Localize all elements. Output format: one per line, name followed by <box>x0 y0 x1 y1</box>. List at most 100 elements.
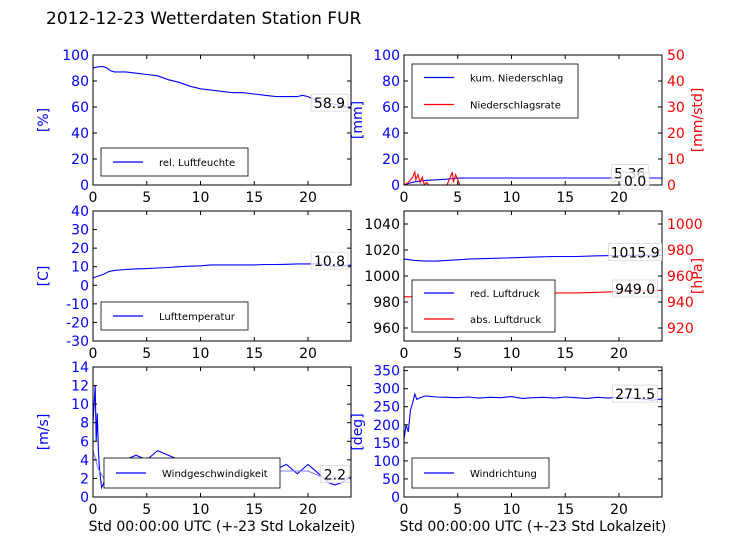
x-tick-label: 0 <box>400 346 409 362</box>
x-tick-label: 5 <box>142 502 151 518</box>
x-tick-label: 15 <box>556 502 574 518</box>
x-tick-label: 10 <box>192 190 210 206</box>
x-tick-label: 0 <box>400 190 409 206</box>
y-tick-label: 40 <box>71 126 89 142</box>
x-tick-label: 20 <box>299 346 317 362</box>
y-right-tick-label: 980 <box>667 243 694 259</box>
y-tick-label: 60 <box>71 100 89 116</box>
y-tick-label: 150 <box>373 436 400 452</box>
value-annotation-box <box>320 465 350 484</box>
y-tick-label: 80 <box>382 74 400 90</box>
y-right-tick-label: 940 <box>667 295 694 311</box>
y-tick-label: 20 <box>71 241 89 257</box>
value-annotation-box <box>608 243 663 261</box>
x-tick-label: 5 <box>453 502 462 518</box>
x-tick-label: 0 <box>89 190 98 206</box>
y-tick-label: -20 <box>66 315 89 331</box>
y-tick-label: 0 <box>391 490 400 506</box>
plot-frame <box>403 54 663 186</box>
plot-frame <box>92 366 352 498</box>
value-annotation: 949.0 <box>615 282 655 298</box>
y-tick-label: 40 <box>71 204 89 220</box>
legend-label: red. Luftdruck <box>470 289 540 300</box>
y-right-tick-label: 0 <box>667 178 676 194</box>
y-tick-label: 30 <box>71 223 89 239</box>
value-annotation-box <box>310 93 349 112</box>
y-right-tick-label: 30 <box>667 100 685 116</box>
y-tick-label: 1040 <box>364 217 400 233</box>
data-series-line <box>404 392 662 440</box>
legend-label: Windgeschwindigkeit <box>162 469 268 480</box>
y-tick-label: 1000 <box>364 269 400 285</box>
legend-label: kum. Niederschlag <box>470 74 563 85</box>
y-tick-label: 10 <box>71 397 89 413</box>
y-right-tick-label: 1000 <box>667 217 703 233</box>
y-right-tick-label: 960 <box>667 269 694 285</box>
x-tick-label: 10 <box>192 346 210 362</box>
data-series-line <box>404 177 662 185</box>
value-annotation: 2.2 <box>324 468 346 484</box>
y-tick-label: 250 <box>373 400 400 416</box>
y-tick-label: 100 <box>62 48 89 64</box>
value-annotation: 0.0 <box>624 174 646 190</box>
y-tick-label: 20 <box>382 152 400 168</box>
y-right-tick-label: 20 <box>667 126 685 142</box>
value-annotation: 1015.9 <box>611 246 660 262</box>
legend-label: Lufttemperatur <box>159 312 236 323</box>
plot-frame <box>92 54 352 186</box>
y-tick-label: 60 <box>382 100 400 116</box>
y-axis-label: [m/s] <box>36 414 52 451</box>
x-tick-label: 15 <box>245 346 263 362</box>
x-tick-label: 0 <box>89 502 98 518</box>
y-tick-label: 350 <box>373 364 400 380</box>
y-tick-label: 40 <box>382 126 400 142</box>
y-tick-label: 6 <box>80 434 89 450</box>
y-tick-label: 0 <box>391 178 400 194</box>
x-axis-label: Std 00:00:00 UTC (+-23 Std Lokalzeit) <box>89 519 356 535</box>
y-right-tick-label: 40 <box>667 74 685 90</box>
legend-label: abs. Luftdruck <box>470 315 541 326</box>
y-tick-label: 1020 <box>364 243 400 259</box>
y-tick-label: -30 <box>66 334 89 350</box>
legend-label: Niederschlagsrate <box>470 101 561 112</box>
x-tick-label: 15 <box>556 346 574 362</box>
y-tick-label: 80 <box>71 74 89 90</box>
y-tick-label: 100 <box>373 454 400 470</box>
x-tick-label: 5 <box>453 190 462 206</box>
x-tick-label: 20 <box>610 346 628 362</box>
x-tick-label: 5 <box>142 346 151 362</box>
value-annotation: 58.9 <box>314 96 345 112</box>
legend-label: Windrichtung <box>470 469 537 480</box>
y-right-axis-label: [mm/std] <box>690 88 706 153</box>
y-axis-label: [deg] <box>350 413 366 450</box>
legend-box <box>411 279 556 333</box>
y-tick-label: 0 <box>80 278 89 294</box>
x-tick-label: 0 <box>400 502 409 518</box>
y-tick-label: 100 <box>373 48 400 64</box>
plot-frame <box>92 210 352 342</box>
y-tick-label: 200 <box>373 418 400 434</box>
x-tick-label: 20 <box>610 502 628 518</box>
x-tick-label: 5 <box>453 346 462 362</box>
x-tick-label: 20 <box>299 190 317 206</box>
x-tick-label: 10 <box>503 502 521 518</box>
y-tick-label: 0 <box>80 178 89 194</box>
y-tick-label: 0 <box>80 490 89 506</box>
value-annotation-box <box>620 171 650 190</box>
y-tick-label: 10 <box>71 260 89 276</box>
panel-humidity: 0 5 10 15 20 0 20 40 60 80 100 [%] rel. Luftfeuchte 5… <box>36 48 352 206</box>
x-tick-label: 15 <box>245 502 263 518</box>
y-tick-label: 12 <box>71 379 89 395</box>
x-tick-label: 10 <box>503 190 521 206</box>
panel-precipitation: 0 5 10 15 20 0 20 40 60 80 100 0 10 20 30 40 50 [mm] [mm/s… <box>350 48 706 206</box>
x-tick-label: 0 <box>89 346 98 362</box>
x-axis-label: Std 00:00:00 UTC (+-23 Std Lokalzeit) <box>400 519 667 535</box>
x-tick-label: 15 <box>245 190 263 206</box>
y-tick-label: 14 <box>71 360 89 376</box>
legend-label: rel. Luftfeuchte <box>159 158 235 169</box>
y-axis-label: [C] <box>36 266 52 287</box>
y-right-tick-label: 50 <box>667 48 685 64</box>
chart-title: 2012-12-23 Wetterdaten Station FUR <box>46 9 362 29</box>
